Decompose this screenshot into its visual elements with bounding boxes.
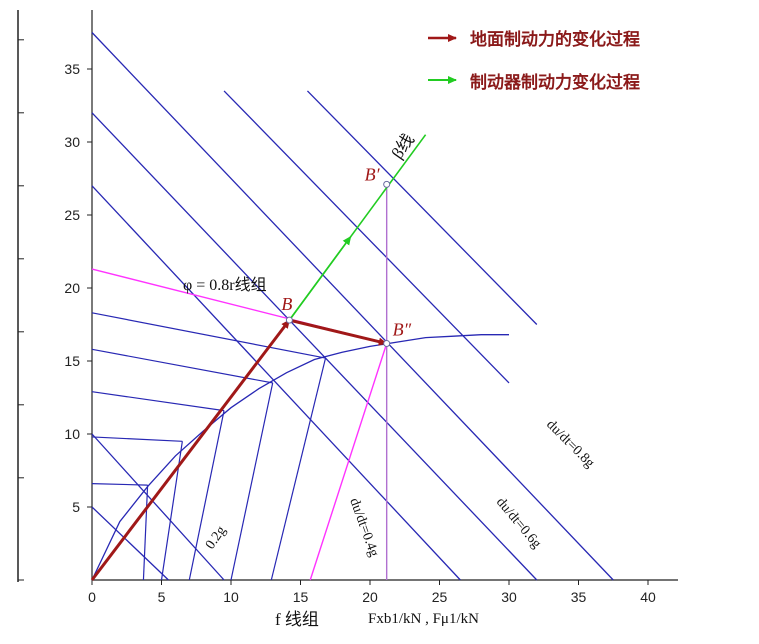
y-tick-label: 10 [64, 426, 80, 442]
f-line [91, 348, 273, 384]
r-line [91, 433, 225, 581]
red-path-segment-2 [289, 318, 388, 346]
y-tick-label: 15 [64, 353, 80, 369]
y-tick-label: 35 [64, 61, 80, 77]
i-curve [91, 334, 509, 581]
f-line [91, 436, 183, 442]
x-tick-label: 15 [293, 589, 309, 605]
f-line [91, 391, 225, 412]
x-tick-label: 30 [501, 589, 517, 605]
red-path-segment-1 [90, 319, 291, 581]
x-axis-label: Fxb1/kN , Fμ1/kN [368, 611, 479, 627]
point-marker [285, 316, 293, 324]
f-line [91, 312, 326, 359]
axes [17, 10, 678, 582]
f-drop-line [270, 357, 327, 581]
legend: 地面制动力的变化过程 制动器制动力变化过程 [428, 29, 640, 93]
r-line [91, 506, 169, 581]
x-tick-label: 40 [640, 589, 656, 605]
beta-line-label: β线 [388, 130, 418, 162]
r-line [223, 90, 510, 384]
point-marker [383, 180, 391, 188]
r-label-06g: du/dt=0.6g [493, 495, 544, 552]
x-ticks: 0 5 10 15 20 25 30 35 40 [88, 580, 656, 605]
y-tick-label: 30 [64, 134, 80, 150]
f-drop-line [142, 485, 149, 581]
r-line-group [91, 32, 614, 581]
x-axis-f-label: f 线组 [275, 610, 319, 629]
r-line [91, 185, 461, 581]
x-tick-label: 35 [571, 589, 587, 605]
y-tick-label: 20 [64, 280, 80, 296]
r-line [91, 32, 614, 581]
f-drop-line [160, 441, 183, 581]
legend-green-label: 制动器制动力变化过程 [470, 72, 640, 93]
point-label: B′ [365, 164, 381, 184]
legend-red-label: 地面制动力的变化过程 [470, 29, 640, 50]
left-rule-ticks [18, 39, 24, 581]
x-tick-label: 20 [362, 589, 378, 605]
r-label-02g: 0.2g [203, 524, 229, 553]
x-tick-label: 25 [432, 589, 448, 605]
x-tick-label: 5 [158, 589, 166, 605]
points: B B′ B″ [281, 164, 412, 347]
point-label: B″ [393, 319, 412, 339]
y-ticks: 5 10 15 20 25 30 35 [64, 61, 92, 515]
phi-line-label: φ = 0.8r线组 [183, 276, 267, 294]
r-line [91, 112, 538, 581]
green-arrow [288, 235, 352, 321]
r-line [306, 90, 538, 325]
point-marker [383, 339, 391, 347]
f-line-group [91, 312, 327, 581]
y-tick-label: 25 [64, 207, 80, 223]
phi-up-line [309, 343, 388, 581]
x-tick-label: 10 [223, 589, 239, 605]
r-label-04g: du/dt=0.4g [346, 496, 381, 559]
f-line [91, 483, 148, 486]
r-label-08g: du/dt=0.8g [543, 417, 597, 471]
x-tick-label: 0 [88, 589, 96, 605]
f-drop-line [230, 382, 274, 581]
y-tick-label: 5 [72, 499, 80, 515]
f-drop-line [188, 410, 225, 581]
point-label: B [281, 294, 292, 314]
